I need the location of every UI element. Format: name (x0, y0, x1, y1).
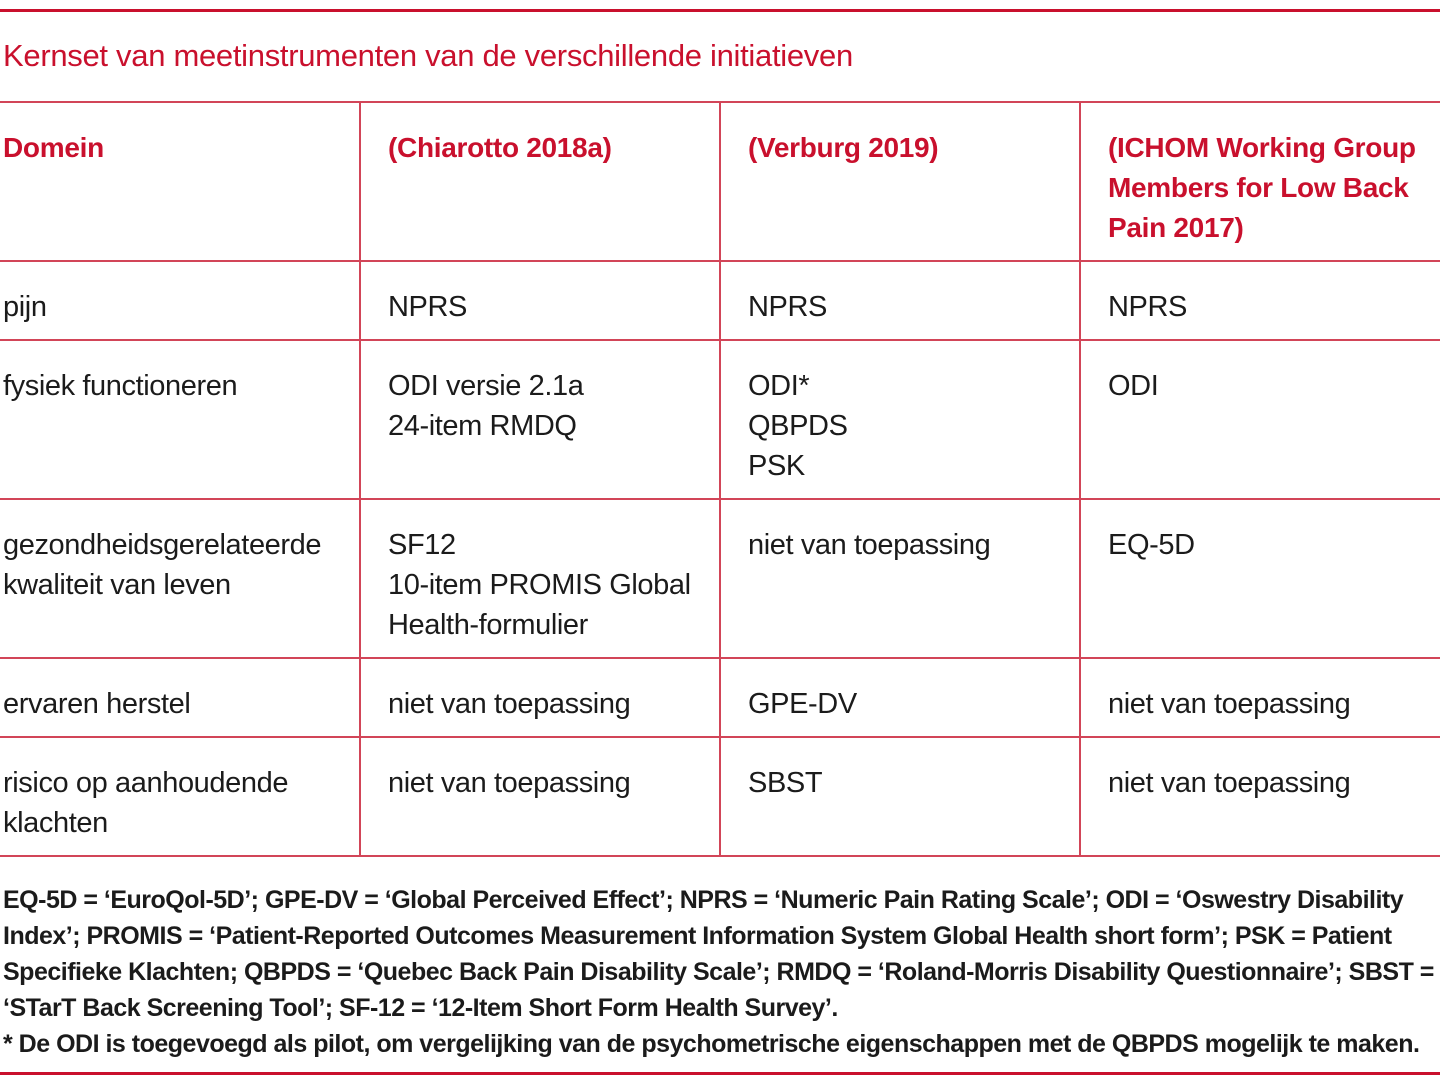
column-header-ichom: (ICHOM Working Group Members for Low Bac… (1079, 102, 1440, 262)
domain-cell: ervaren herstel (0, 658, 360, 738)
domain-cell: gezondheidsgerelateerde kwaliteit van le… (0, 499, 360, 659)
table-row: pijn NPRS NPRS NPRS (0, 261, 1440, 341)
table-row: ervaren herstel niet van toepassing GPE-… (0, 658, 1440, 738)
verburg-cell: ODI* QBPDS PSK (719, 340, 1080, 500)
table-header-row: Domein (Chiarotto 2018a) (Verburg 2019) … (0, 102, 1440, 262)
ichom-cell: niet van toepassing (1079, 737, 1440, 857)
column-header-domein: Domein (0, 102, 360, 262)
top-rule (0, 9, 1440, 12)
footnote-asterisk: * De ODI is toegevoegd als pilot, om ver… (3, 1030, 1420, 1058)
domain-cell: risico op aanhoudende klachten (0, 737, 360, 857)
domain-cell: fysiek functioneren (0, 340, 360, 500)
table-row: fysiek functioneren ODI versie 2.1a 24-i… (0, 340, 1440, 500)
chiarotto-cell: niet van toepassing (359, 658, 720, 738)
instruments-table: Domein (Chiarotto 2018a) (Verburg 2019) … (0, 101, 1440, 857)
footnote-abbreviations: EQ-5D = ‘EuroQol-5D’; GPE-DV = ‘Global P… (3, 886, 1434, 1022)
footnotes: EQ-5D = ‘EuroQol-5D’; GPE-DV = ‘Global P… (3, 882, 1434, 1062)
document-page: Kernset van meetinstrumenten van de vers… (0, 9, 1440, 1087)
column-header-verburg: (Verburg 2019) (719, 102, 1080, 262)
bottom-rule (0, 1072, 1440, 1075)
page-title: Kernset van meetinstrumenten van de vers… (3, 38, 853, 73)
chiarotto-cell: ODI versie 2.1a 24-item RMDQ (359, 340, 720, 500)
table-row: risico op aanhoudende klachten niet van … (0, 737, 1440, 857)
ichom-cell: ODI (1079, 340, 1440, 500)
chiarotto-cell: SF12 10-item PROMIS Global Health-formul… (359, 499, 720, 659)
ichom-cell: EQ-5D (1079, 499, 1440, 659)
chiarotto-cell: niet van toepassing (359, 737, 720, 857)
verburg-cell: niet van toepassing (719, 499, 1080, 659)
ichom-cell: niet van toepassing (1079, 658, 1440, 738)
chiarotto-cell: NPRS (359, 261, 720, 341)
verburg-cell: NPRS (719, 261, 1080, 341)
ichom-cell: NPRS (1079, 261, 1440, 341)
verburg-cell: GPE-DV (719, 658, 1080, 738)
domain-cell: pijn (0, 261, 360, 341)
column-header-chiarotto: (Chiarotto 2018a) (359, 102, 720, 262)
table-row: gezondheidsgerelateerde kwaliteit van le… (0, 499, 1440, 659)
verburg-cell: SBST (719, 737, 1080, 857)
